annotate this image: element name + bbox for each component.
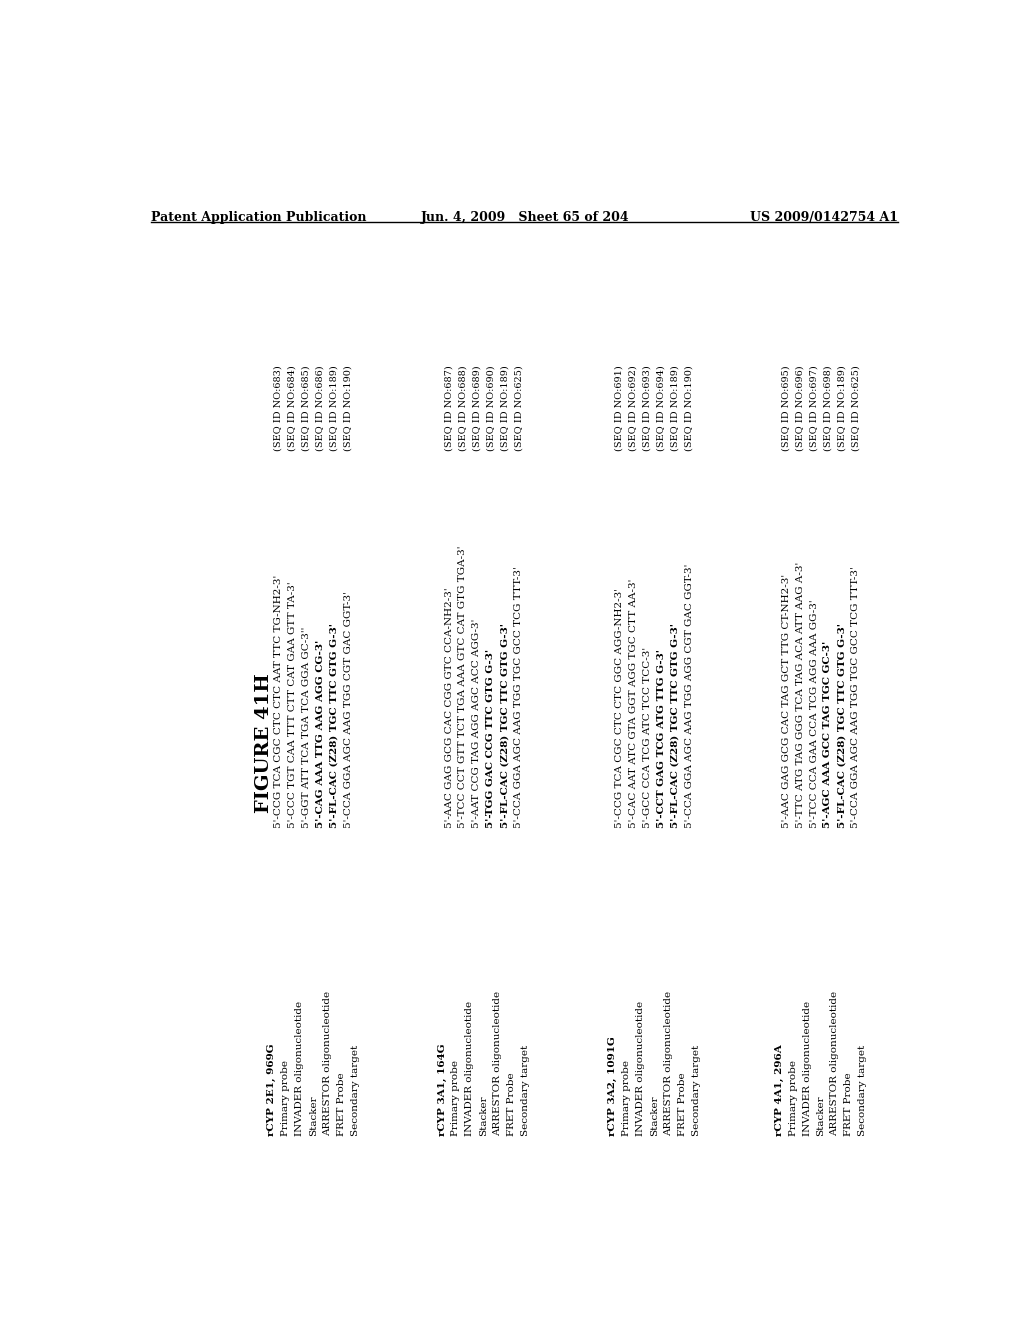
Text: ARRESTOR oligonucleotide: ARRESTOR oligonucleotide (664, 991, 673, 1137)
Text: FIGURE 41H: FIGURE 41H (255, 673, 272, 813)
Text: FRET Probe: FRET Probe (507, 1073, 516, 1137)
Text: 5'-GGT ATT TCA TGA TCA GGA GC-3'': 5'-GGT ATT TCA TGA TCA GGA GC-3'' (302, 627, 311, 829)
Text: FRET Probe: FRET Probe (678, 1073, 687, 1137)
Text: (SEQ ID NO:687): (SEQ ID NO:687) (444, 366, 454, 451)
Text: 5'-CCA GGA AGC AAG TGG AGG CGT GAC GGT-3': 5'-CCA GGA AGC AAG TGG AGG CGT GAC GGT-3… (685, 564, 693, 829)
Text: 5'-FL-CAC (Z28) TGC TTC GTG G-3': 5'-FL-CAC (Z28) TGC TTC GTG G-3' (501, 623, 509, 829)
Text: 5'-CCC TGT CAA TTT CTT CAT GAA GTT TA-3': 5'-CCC TGT CAA TTT CTT CAT GAA GTT TA-3' (288, 582, 297, 829)
Text: 5'-TCC CCT GTT TCT TGA AAA GTC CAT GTG TGA-3': 5'-TCC CCT GTT TCT TGA AAA GTC CAT GTG T… (459, 545, 467, 829)
Text: 5'-AGC AAA GCC TAG TGC GC-3': 5'-AGC AAA GCC TAG TGC GC-3' (823, 642, 833, 829)
Text: Patent Application Publication: Patent Application Publication (152, 211, 367, 224)
Text: 5'-TTC ATG TAG GGG TCA TAG ACA ATT AAG A-3': 5'-TTC ATG TAG GGG TCA TAG ACA ATT AAG A… (796, 562, 805, 829)
Text: 5'-CAG AAA TTG AAG AGG CG-3': 5'-CAG AAA TTG AAG AGG CG-3' (315, 640, 325, 829)
Text: Secondary target: Secondary target (692, 1045, 700, 1137)
Text: Stacker: Stacker (816, 1096, 825, 1137)
Text: Stacker: Stacker (309, 1096, 317, 1137)
Text: ARRESTOR oligonucleotide: ARRESTOR oligonucleotide (830, 991, 840, 1137)
Text: 5'-CCG TCA CGC CTC CTC AAT TTC TG-NH2-3': 5'-CCG TCA CGC CTC CTC AAT TTC TG-NH2-3' (274, 576, 283, 829)
Text: Secondary target: Secondary target (521, 1045, 530, 1137)
Text: (SEQ ID NO:683): (SEQ ID NO:683) (274, 366, 283, 451)
Text: 5'-CCT GAG TCG ATG TTG G-3': 5'-CCT GAG TCG ATG TTG G-3' (656, 649, 666, 829)
Text: 5'-CCG TCA CGC CTC CTC GGC AGG-NH2-3': 5'-CCG TCA CGC CTC CTC GGC AGG-NH2-3' (615, 589, 624, 829)
Text: (SEQ ID NO:684): (SEQ ID NO:684) (288, 366, 297, 451)
Text: 5'-CCA GGA AGC AAG TGG CGT GAC GGT-3': 5'-CCA GGA AGC AAG TGG CGT GAC GGT-3' (344, 591, 352, 829)
Text: rCYP 3A1, 164G: rCYP 3A1, 164G (437, 1044, 446, 1137)
Text: (SEQ ID NO:625): (SEQ ID NO:625) (514, 366, 523, 451)
Text: (SEQ ID NO:688): (SEQ ID NO:688) (459, 366, 467, 451)
Text: FRET Probe: FRET Probe (845, 1073, 853, 1137)
Text: 5'-TCC CCA GAA CCA TCG AGG AAA GG-3': 5'-TCC CCA GAA CCA TCG AGG AAA GG-3' (810, 599, 818, 829)
Text: INVADER oligonucleotide: INVADER oligonucleotide (466, 1001, 474, 1137)
Text: (SEQ ID NO:698): (SEQ ID NO:698) (823, 366, 833, 451)
Text: (SEQ ID NO:625): (SEQ ID NO:625) (851, 366, 860, 451)
Text: 5'-AAC GAG GCG CAC CGG GTC CCA-NH2-3': 5'-AAC GAG GCG CAC CGG GTC CCA-NH2-3' (444, 587, 454, 829)
Text: 5'-GCC CCA TCG ATC TCC TCC-3': 5'-GCC CCA TCG ATC TCC TCC-3' (643, 647, 652, 829)
Text: INVADER oligonucleotide: INVADER oligonucleotide (803, 1001, 812, 1137)
Text: 5'-CCA GGA AGC AAG TGG TGC GCC TCG TTT-3': 5'-CCA GGA AGC AAG TGG TGC GCC TCG TTT-3… (514, 566, 523, 829)
Text: (SEQ ID NO:189): (SEQ ID NO:189) (330, 366, 339, 451)
Text: rCYP 3A2, 1091G: rCYP 3A2, 1091G (608, 1036, 617, 1137)
Text: 5'-CAC AAT ATC GTA GGT AGG TGC CTT AA-3': 5'-CAC AAT ATC GTA GGT AGG TGC CTT AA-3' (629, 579, 638, 829)
Text: (SEQ ID NO:686): (SEQ ID NO:686) (315, 366, 325, 451)
Text: rCYP 4A1, 296A: rCYP 4A1, 296A (774, 1044, 783, 1137)
Text: 5'-CCA GGA AGC AAG TGG TGC GCC TCG TTT-3': 5'-CCA GGA AGC AAG TGG TGC GCC TCG TTT-3… (851, 566, 860, 829)
Text: (SEQ ID NO:694): (SEQ ID NO:694) (656, 366, 666, 451)
Text: (SEQ ID NO:189): (SEQ ID NO:189) (838, 366, 847, 451)
Text: INVADER oligonucleotide: INVADER oligonucleotide (295, 1001, 304, 1137)
Text: Secondary target: Secondary target (351, 1045, 359, 1137)
Text: ARRESTOR oligonucleotide: ARRESTOR oligonucleotide (494, 991, 503, 1137)
Text: (SEQ ID NO:690): (SEQ ID NO:690) (486, 366, 496, 451)
Text: US 2009/0142754 A1: US 2009/0142754 A1 (751, 211, 898, 224)
Text: (SEQ ID NO:696): (SEQ ID NO:696) (796, 366, 805, 451)
Text: (SEQ ID NO:190): (SEQ ID NO:190) (344, 366, 352, 451)
Text: rCYP 2E1, 969G: rCYP 2E1, 969G (267, 1044, 276, 1137)
Text: (SEQ ID NO:190): (SEQ ID NO:190) (685, 366, 693, 451)
Text: Primary probe: Primary probe (452, 1060, 461, 1137)
Text: 5'-AAT CCG TAG AGG AGC ACC AGG-3': 5'-AAT CCG TAG AGG AGC ACC AGG-3' (472, 619, 481, 829)
Text: (SEQ ID NO:692): (SEQ ID NO:692) (629, 366, 638, 451)
Text: (SEQ ID NO:189): (SEQ ID NO:189) (501, 366, 509, 451)
Text: ARRESTOR oligonucleotide: ARRESTOR oligonucleotide (323, 991, 332, 1137)
Text: 5'-TGG GAC CCG TTC GTG G-3': 5'-TGG GAC CCG TTC GTG G-3' (486, 649, 496, 829)
Text: (SEQ ID NO:691): (SEQ ID NO:691) (615, 366, 624, 451)
Text: Secondary target: Secondary target (858, 1045, 867, 1137)
Text: Primary probe: Primary probe (788, 1060, 798, 1137)
Text: (SEQ ID NO:693): (SEQ ID NO:693) (643, 366, 652, 451)
Text: Jun. 4, 2009   Sheet 65 of 204: Jun. 4, 2009 Sheet 65 of 204 (421, 211, 629, 224)
Text: (SEQ ID NO:697): (SEQ ID NO:697) (810, 366, 818, 451)
Text: Primary probe: Primary probe (622, 1060, 631, 1137)
Text: (SEQ ID NO:695): (SEQ ID NO:695) (781, 366, 791, 451)
Text: 5'-FL-CAC (Z28) TGC TTC GTG G-3': 5'-FL-CAC (Z28) TGC TTC GTG G-3' (671, 623, 680, 829)
Text: FRET Probe: FRET Probe (337, 1073, 346, 1137)
Text: Stacker: Stacker (479, 1096, 488, 1137)
Text: INVADER oligonucleotide: INVADER oligonucleotide (636, 1001, 645, 1137)
Text: 5'-FL-CAC (Z28) TGC TTC GTG G-3': 5'-FL-CAC (Z28) TGC TTC GTG G-3' (838, 623, 847, 829)
Text: (SEQ ID NO:189): (SEQ ID NO:189) (671, 366, 680, 451)
Text: 5'-AAC GAG GCG CAC TAG GCT TTG CT-NH2-3': 5'-AAC GAG GCG CAC TAG GCT TTG CT-NH2-3' (781, 574, 791, 829)
Text: (SEQ ID NO:685): (SEQ ID NO:685) (302, 366, 311, 451)
Text: Primary probe: Primary probe (281, 1060, 290, 1137)
Text: Stacker: Stacker (650, 1096, 658, 1137)
Text: (SEQ ID NO:689): (SEQ ID NO:689) (472, 366, 481, 451)
Text: 5'-FL-CAC (Z28) TGC TTC GTG G-3': 5'-FL-CAC (Z28) TGC TTC GTG G-3' (330, 623, 339, 829)
